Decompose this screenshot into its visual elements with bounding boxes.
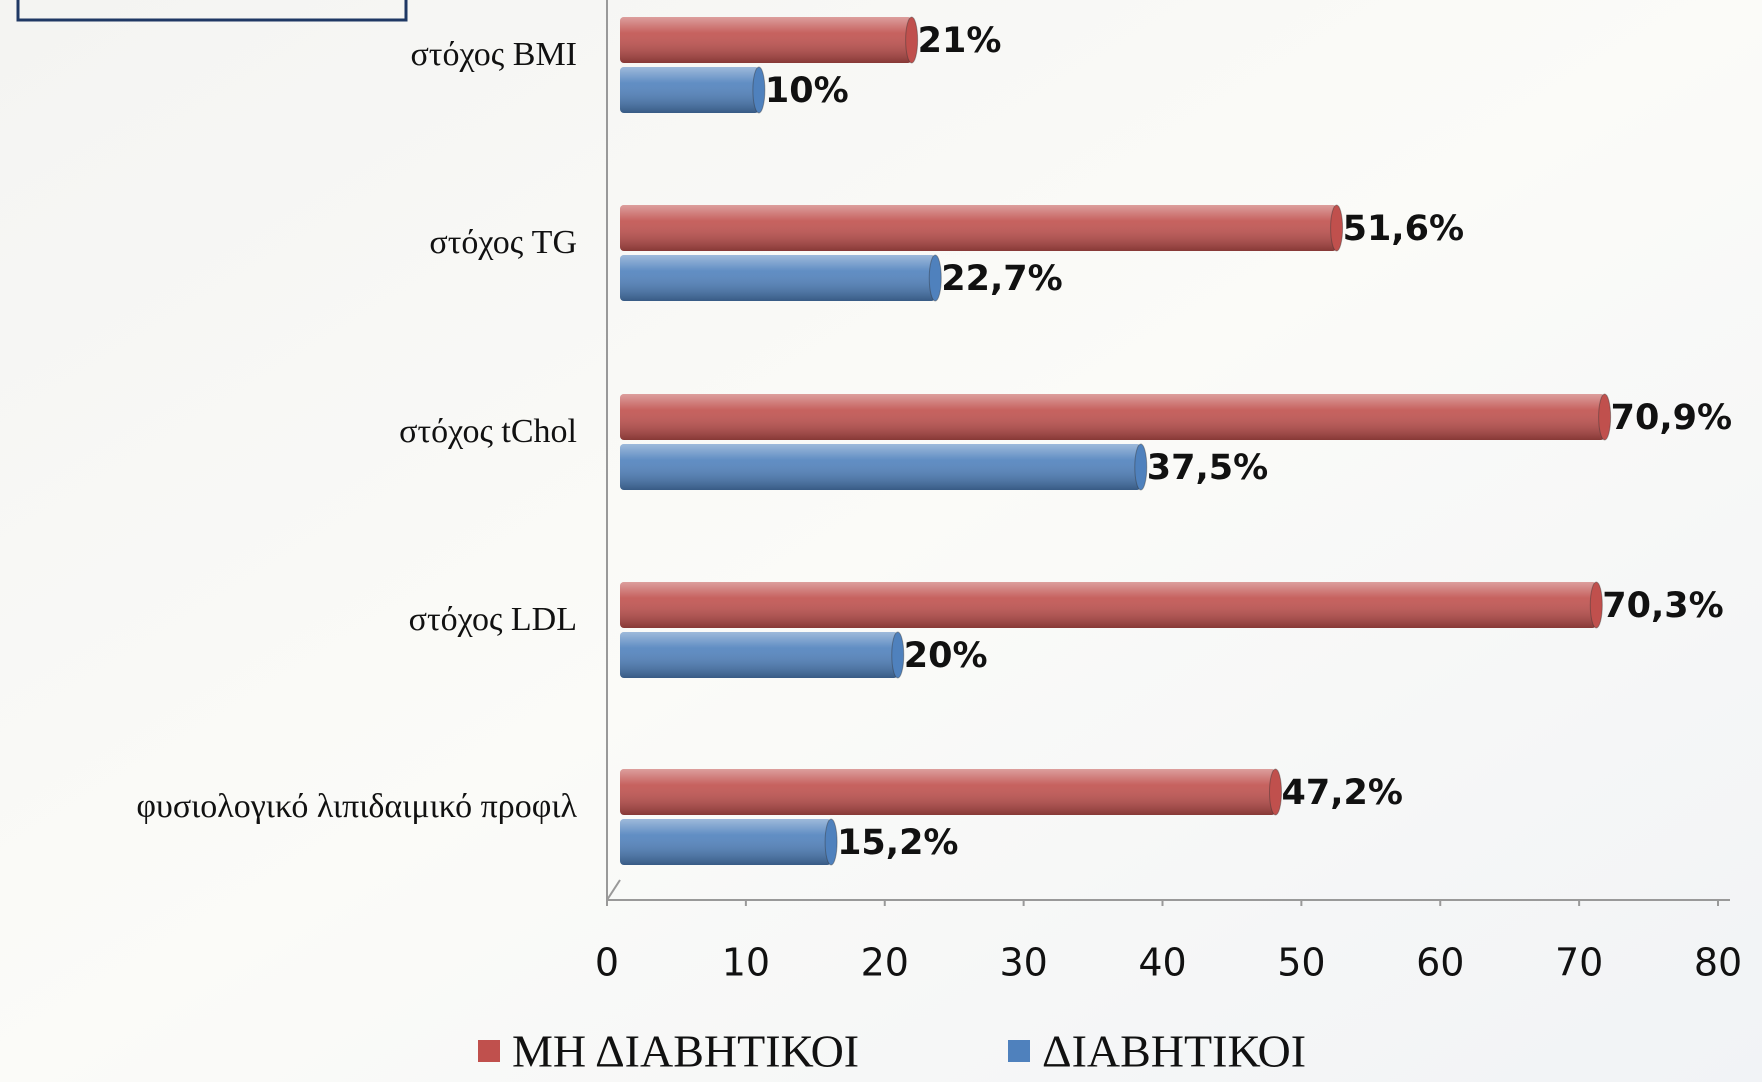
bar-end: [1134, 443, 1148, 491]
x-tick-label: 0: [595, 941, 619, 985]
y-tick-label: στόχος LDL: [409, 601, 577, 638]
legend-label: ΔΙΑΒΗΤΙΚΟΙ: [1042, 1026, 1306, 1077]
title-box: [16, 0, 408, 22]
value-label: 51,6%: [1343, 209, 1464, 249]
bar-end: [905, 16, 919, 64]
bar-shine: [620, 632, 898, 678]
value-label: 21%: [918, 21, 1002, 61]
value-label: 22,7%: [941, 259, 1062, 299]
x-tick-label: 50: [1277, 941, 1325, 985]
axis-depth: [606, 879, 621, 901]
x-tick-label: 60: [1416, 941, 1464, 985]
bar-shine: [620, 769, 1276, 815]
bar-shine: [620, 819, 832, 865]
bar-shine: [620, 582, 1597, 628]
bar-end: [891, 631, 905, 679]
value-label: 15,2%: [837, 823, 958, 863]
y-tick-label: φυσιολογικό λιπιδαιμικό προφιλ: [136, 788, 577, 825]
x-tick-label: 80: [1694, 941, 1742, 985]
bar-shine: [620, 394, 1605, 440]
bar-shine: [620, 444, 1141, 490]
y-tick-label: στόχος BMI: [410, 36, 577, 73]
x-tick-label: 70: [1555, 941, 1603, 985]
x-tick-label: 10: [722, 941, 770, 985]
bar-end: [1598, 393, 1612, 441]
x-tick-label: 20: [861, 941, 909, 985]
x-tick-label: 40: [1138, 941, 1186, 985]
legend-label: ΜΗ ΔΙΑΒΗΤΙΚΟΙ: [512, 1026, 859, 1077]
bar-end: [928, 254, 942, 302]
bar-shine: [620, 205, 1337, 251]
y-tick-label: στόχος tChol: [399, 413, 577, 450]
bar-end: [1330, 204, 1344, 252]
bar-end: [752, 66, 766, 114]
y-tick-label: στόχος TG: [429, 224, 577, 261]
value-label: 70,3%: [1602, 586, 1723, 626]
value-label: 10%: [765, 71, 849, 111]
bar-end: [824, 818, 838, 866]
bar-end: [1268, 768, 1282, 816]
legend-swatch: [1008, 1040, 1030, 1062]
x-tick-label: 30: [999, 941, 1047, 985]
value-label: 37,5%: [1147, 448, 1268, 488]
bar-end: [1589, 581, 1603, 629]
bar-shine: [620, 17, 912, 63]
value-label: 20%: [904, 636, 988, 676]
value-label: 47,2%: [1281, 773, 1402, 813]
bar-shine: [620, 67, 759, 113]
value-label: 70,9%: [1611, 398, 1732, 438]
legend-swatch: [478, 1040, 500, 1062]
bar-shine: [620, 255, 936, 301]
